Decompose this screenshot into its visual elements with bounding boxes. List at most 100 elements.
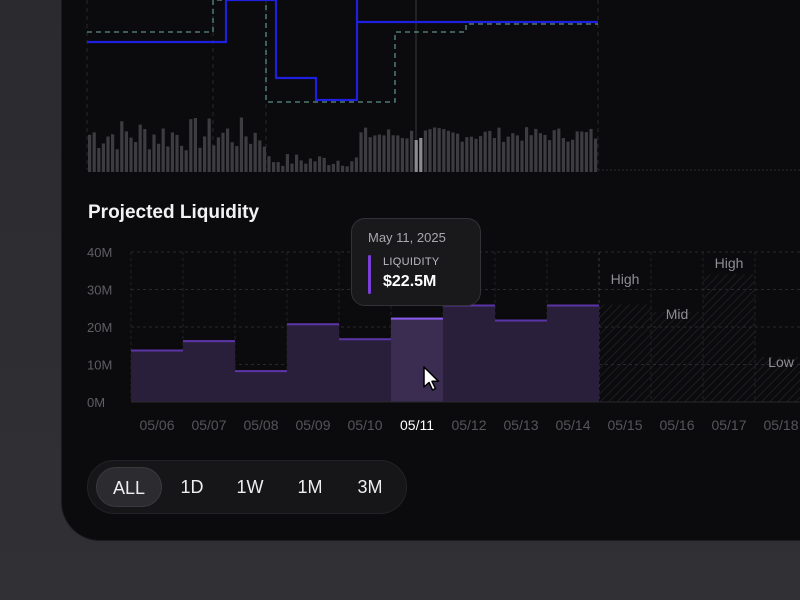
y-tick-label: 10M	[87, 358, 112, 373]
volume-bar	[313, 161, 317, 172]
volume-bar	[115, 149, 119, 172]
volume-bar	[364, 127, 368, 172]
volume-bar	[198, 147, 202, 172]
bar	[287, 323, 339, 402]
volume-bar	[235, 146, 239, 172]
projection-range	[599, 304, 651, 402]
volume-bar	[258, 140, 262, 172]
x-tick-label: 05/06	[139, 417, 174, 433]
volume-bar	[345, 166, 349, 172]
volume-bar	[456, 133, 460, 172]
volume-bar	[405, 138, 409, 172]
upper-step-line	[87, 0, 598, 102]
tooltip-series-indicator	[368, 255, 371, 294]
bar-top	[339, 338, 391, 341]
volume-bar	[244, 136, 248, 172]
volume-bar	[557, 128, 561, 172]
bar	[547, 304, 599, 402]
range-button-1m[interactable]: 1M	[297, 477, 323, 497]
volume-bar	[106, 136, 110, 172]
volume-bar	[396, 135, 400, 172]
x-tick-label: 05/16	[659, 417, 694, 433]
bar-top	[495, 319, 547, 322]
volume-bar	[285, 154, 289, 172]
volume-bar	[437, 128, 441, 172]
volume-bar	[304, 163, 308, 172]
volume-bar	[120, 121, 124, 172]
volume-bar	[566, 141, 570, 172]
volume-bar	[331, 163, 335, 172]
tooltip-label: LIQUIDITY	[383, 256, 440, 268]
bar-top	[287, 323, 339, 326]
volume-bar	[175, 134, 179, 172]
volume-bar	[479, 136, 483, 172]
range-button-1w[interactable]: 1W	[236, 477, 264, 497]
x-tick-label: 05/11	[400, 417, 434, 433]
x-tick-label: 05/08	[243, 417, 278, 433]
volume-bar	[589, 128, 593, 172]
volume-bar	[253, 132, 257, 172]
volume-bar	[410, 130, 414, 172]
volume-bar	[170, 132, 174, 172]
volume-bar	[134, 142, 138, 172]
volume-bar	[207, 118, 211, 172]
x-tick-label: 05/13	[503, 417, 538, 433]
volume-bar	[226, 128, 230, 172]
volume-bar	[272, 162, 276, 172]
projection-range	[703, 274, 755, 402]
volume-bar	[451, 132, 455, 172]
volume-bar	[502, 141, 506, 172]
volume-bar	[88, 134, 92, 172]
y-tick-label: 20M	[87, 320, 112, 335]
range-button-all[interactable]: ALL	[96, 467, 162, 507]
projection-label: High	[611, 271, 640, 287]
x-tick-label: 05/18	[763, 417, 798, 433]
volume-bar	[575, 131, 579, 172]
volume-bar	[492, 137, 496, 172]
volume-bar	[446, 130, 450, 172]
x-tick-label: 05/15	[607, 417, 642, 433]
volume-bar	[350, 161, 354, 172]
tooltip-value: $22.5M	[383, 273, 437, 290]
volume-bar	[414, 140, 418, 172]
volume-bar	[166, 146, 170, 172]
volume-bar	[189, 119, 193, 172]
volume-bar	[373, 135, 377, 172]
x-tick-label: 05/09	[295, 417, 330, 433]
volume-bar	[322, 157, 326, 172]
volume-bar	[341, 165, 345, 172]
volume-bar	[124, 131, 128, 172]
volume-bar	[548, 140, 552, 172]
volume-bar	[442, 129, 446, 172]
volume-bar	[400, 138, 404, 172]
volume-bar	[460, 141, 464, 172]
volume-bar	[161, 128, 165, 172]
y-tick-label: 0M	[87, 395, 105, 410]
volume-bar	[111, 134, 115, 172]
range-button-1d[interactable]: 1D	[180, 477, 204, 497]
range-button-3m[interactable]: 3M	[357, 477, 383, 497]
bar	[443, 304, 495, 402]
volume-bar	[511, 133, 515, 172]
volume-bar	[184, 150, 188, 172]
volume-bar	[506, 136, 510, 172]
volume-bar	[299, 160, 303, 172]
volume-bar	[561, 138, 565, 172]
volume-bar	[571, 139, 575, 172]
volume-bar	[488, 130, 492, 172]
volume-bar	[474, 138, 478, 172]
y-tick-label: 30M	[87, 283, 112, 298]
volume-bar	[212, 145, 216, 172]
volume-bar	[391, 135, 395, 172]
time-range-selector: ALL 1D 1W 1M 3M	[87, 460, 407, 514]
volume-bar	[423, 130, 427, 172]
volume-bar	[216, 137, 220, 172]
volume-bar	[538, 133, 542, 172]
volume-bar	[290, 163, 294, 172]
bar-top	[391, 317, 443, 320]
upper-step-line-dashed	[87, 0, 598, 103]
x-tick-label: 05/10	[347, 417, 382, 433]
volume-bar	[97, 147, 101, 172]
bar	[495, 319, 547, 402]
